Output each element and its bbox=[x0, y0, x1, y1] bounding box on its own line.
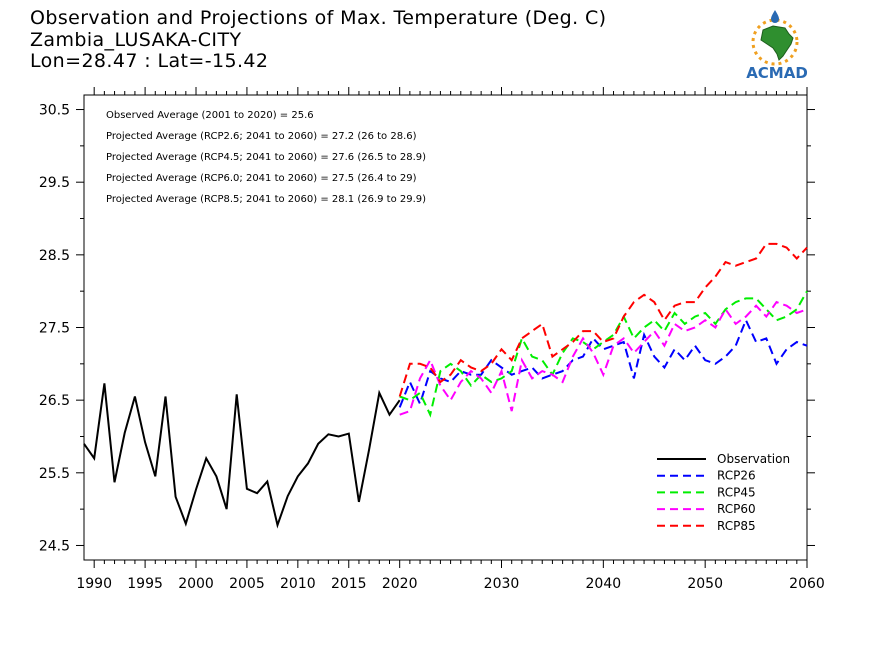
legend-label-rcp45: RCP45 bbox=[717, 485, 756, 499]
annotation-observed-average: Observed Average (2001 to 2020) = 25.6 bbox=[106, 110, 314, 121]
y-tick-label: 28.5 bbox=[39, 248, 70, 264]
legend-label-observation: Observation bbox=[717, 452, 790, 466]
y-tick-label: 29.5 bbox=[39, 175, 70, 191]
plot-frame bbox=[83, 94, 808, 561]
series-line-rcp85 bbox=[398, 242, 808, 397]
x-tick-label: 1995 bbox=[127, 576, 163, 592]
series-line-rcp26 bbox=[398, 317, 808, 408]
y-tick-label: 26.5 bbox=[39, 393, 70, 409]
chart-legend: Observation RCP26 RCP45 RCP60 RCP85 bbox=[657, 452, 790, 533]
series-line-observation bbox=[83, 383, 401, 529]
x-tick-label: 2020 bbox=[382, 576, 418, 592]
annotation-rcp60-average: Projected Average (RCP6.0; 2041 to 2060)… bbox=[106, 173, 417, 184]
series-line-rcp60 bbox=[399, 300, 808, 416]
chart-subtitle-coordinates: Lon=28.47 : Lat=-15.42 bbox=[30, 50, 269, 72]
y-tick-label: 24.5 bbox=[39, 538, 70, 554]
legend-label-rcp85: RCP85 bbox=[717, 519, 756, 533]
acmad-logo-text: ACMAD bbox=[746, 64, 808, 82]
x-tick-label: 2005 bbox=[229, 576, 265, 592]
acmad-logo-icon bbox=[751, 10, 799, 66]
africa-map-icon bbox=[760, 25, 794, 61]
chart-title: Observation and Projections of Max. Temp… bbox=[30, 7, 607, 29]
x-tick-label: 2060 bbox=[789, 576, 825, 592]
y-tick-label: 30.5 bbox=[39, 103, 70, 119]
y-tick-label: 25.5 bbox=[39, 466, 70, 482]
rain-drop-icon bbox=[771, 10, 779, 23]
chart-annotations: Observed Average (2001 to 2020) = 25.6 P… bbox=[106, 110, 426, 205]
sun-rays-icon bbox=[751, 18, 799, 66]
legend-label-rcp26: RCP26 bbox=[717, 469, 756, 483]
x-tick-label: 2000 bbox=[178, 576, 214, 592]
chart-title-block: Observation and Projections of Max. Temp… bbox=[30, 7, 607, 73]
x-tick-label: 2040 bbox=[586, 576, 622, 592]
annotation-rcp45-average: Projected Average (RCP4.5; 2041 to 2060)… bbox=[106, 152, 426, 163]
y-tick-label: 27.5 bbox=[39, 321, 70, 337]
x-tick-label: 2050 bbox=[687, 576, 723, 592]
annotation-rcp26-average: Projected Average (RCP2.6; 2041 to 2060)… bbox=[106, 131, 417, 142]
x-tick-label: 2015 bbox=[331, 576, 367, 592]
x-tick-label: 2010 bbox=[280, 576, 316, 592]
chart-subtitle-location: Zambia_LUSAKA-CITY bbox=[30, 28, 242, 51]
legend-label-rcp60: RCP60 bbox=[717, 502, 756, 516]
annotation-rcp85-average: Projected Average (RCP8.5; 2041 to 2060)… bbox=[106, 194, 426, 205]
series-line-rcp45 bbox=[399, 290, 808, 418]
x-tick-label: 2030 bbox=[484, 576, 520, 592]
x-tick-label: 1990 bbox=[76, 576, 112, 592]
